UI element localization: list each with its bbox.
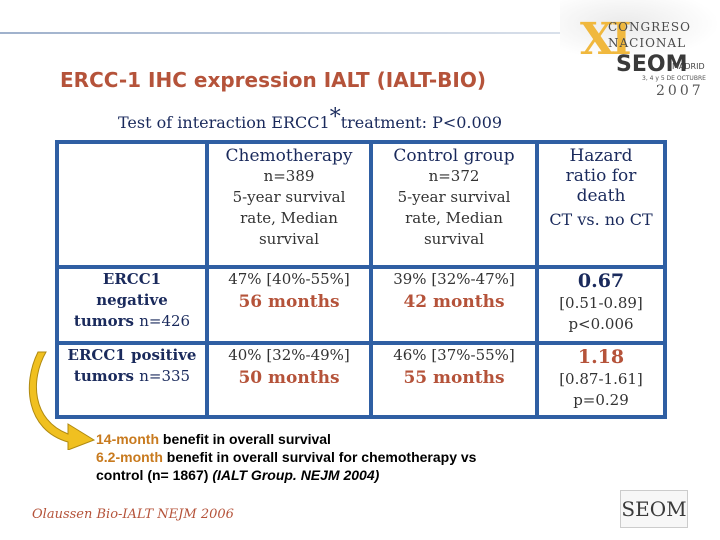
row1-label2: negative bbox=[96, 291, 168, 309]
chemo-header-desc2: rate, Median bbox=[240, 209, 338, 227]
header-control: Control group n=372 5-year survival rate… bbox=[373, 144, 535, 265]
hr-header-l3: death bbox=[576, 186, 626, 206]
curved-arrow-icon bbox=[28, 351, 96, 450]
subtitle-post: treatment: P<0.009 bbox=[340, 113, 503, 132]
row1-label3: tumors n=426 bbox=[59, 311, 205, 332]
slide-title: ERCC-1 IHC expression IALT (IALT-BIO) bbox=[60, 68, 486, 92]
hr-header-l4: CT vs. no CT bbox=[549, 210, 653, 229]
benefit-line3-citation: (IALT Group. NEJM 2004) bbox=[212, 467, 380, 483]
subtitle-pre: Test of interaction ERCC1 bbox=[118, 113, 330, 132]
benefit-line3: control (n= 1867) (IALT Group. NEJM 2004… bbox=[96, 466, 476, 484]
row2-ci: [0.87-1.61] bbox=[559, 370, 643, 388]
seom-logo-icon: SEOM bbox=[620, 490, 688, 528]
chemo-header-n: n=389 bbox=[263, 167, 315, 185]
row2-chemo-pct: 40% [32%-49%] bbox=[228, 346, 350, 364]
footer-citation: Olaussen Bio-IALT NEJM 2006 bbox=[32, 507, 234, 522]
chemo-header-desc1: 5-year survival bbox=[232, 188, 346, 206]
logo-city: MADRID bbox=[672, 62, 705, 71]
row2-hr-cell: 1.18 [0.87-1.61] p=0.29 bbox=[539, 345, 663, 415]
control-header-title: Control group bbox=[393, 146, 515, 166]
row1-p: p<0.006 bbox=[568, 315, 634, 333]
benefit-line2-rest: benefit in overall survival for chemothe… bbox=[162, 449, 477, 465]
logo-year: 2007 bbox=[656, 83, 704, 99]
benefit-line1: 14-month benefit in overall survival bbox=[96, 430, 476, 448]
row2-control-months: 55 months bbox=[403, 368, 505, 388]
row1-label1: ERCC1 bbox=[102, 270, 162, 288]
row1-control-pct: 39% [32%-47%] bbox=[393, 270, 515, 288]
logo-line2: NACIONAL bbox=[608, 36, 687, 50]
benefit-summary: 14-month benefit in overall survival 6.2… bbox=[96, 430, 476, 484]
row1-ci: [0.51-0.89] bbox=[559, 294, 643, 312]
row-label-negative: ERCC1 negative tumors n=426 bbox=[59, 269, 205, 341]
chemo-header-desc3: survival bbox=[258, 230, 319, 248]
row1-label3-text: tumors bbox=[73, 312, 134, 330]
row1-hr: 0.67 bbox=[577, 270, 625, 292]
header-hazard-ratio: Hazard ratio for death CT vs. no CT bbox=[539, 144, 663, 265]
hr-header-l1: Hazard bbox=[569, 146, 633, 166]
congress-logo: XI CONGRESO NACIONAL SEOM MADRID 3, 4 y … bbox=[560, 0, 720, 110]
chemo-header-title: Chemotherapy bbox=[225, 146, 353, 166]
subtitle-asterisk: * bbox=[329, 105, 341, 130]
control-header-n: n=372 bbox=[428, 167, 480, 185]
logo-org: SEOM bbox=[616, 52, 688, 77]
header-chemotherapy: Chemotherapy n=389 5-year survival rate,… bbox=[209, 144, 369, 265]
benefit-line1-rest: benefit in overall survival bbox=[159, 431, 331, 447]
row2-chemo-cell: 40% [32%-49%] 50 months bbox=[209, 345, 369, 415]
row1-chemo-months: 56 months bbox=[238, 292, 340, 312]
logo-numeral: XI bbox=[580, 14, 632, 65]
row2-control-cell: 46% [37%-55%] 55 months bbox=[373, 345, 535, 415]
row1-control-months: 42 months bbox=[403, 292, 505, 312]
row1-hr-cell: 0.67 [0.51-0.89] p<0.006 bbox=[539, 269, 663, 341]
control-header-desc2: rate, Median bbox=[405, 209, 503, 227]
row2-n: n=335 bbox=[139, 367, 191, 385]
row2-p: p=0.29 bbox=[573, 391, 629, 409]
row2-label2-text: tumors bbox=[73, 367, 134, 385]
row1-chemo-cell: 47% [40%-55%] 56 months bbox=[209, 269, 369, 341]
benefit-line2-highlight: 6.2-month bbox=[96, 449, 163, 465]
row1-chemo-pct: 47% [40%-55%] bbox=[228, 270, 350, 288]
control-header-desc3: survival bbox=[423, 230, 484, 248]
row2-control-pct: 46% [37%-55%] bbox=[393, 346, 515, 364]
logo-line1: CONGRESO bbox=[608, 20, 691, 34]
control-header-desc1: 5-year survival bbox=[397, 188, 511, 206]
logo-background bbox=[560, 0, 720, 60]
benefit-line2: 6.2-month benefit in overall survival fo… bbox=[96, 448, 476, 466]
benefit-line1-highlight: 14-month bbox=[96, 431, 159, 447]
row1-n: n=426 bbox=[139, 312, 191, 330]
row2-hr: 1.18 bbox=[577, 346, 625, 368]
hr-header-l2: ratio for bbox=[565, 166, 637, 186]
row-label-positive: ERCC1 positive tumors n=335 bbox=[59, 345, 205, 415]
row2-label1: ERCC1 positive bbox=[67, 346, 197, 364]
header-rule bbox=[0, 32, 560, 34]
table-corner-cell bbox=[59, 144, 205, 265]
slide-subtitle: Test of interaction ERCC1*treatment: P<0… bbox=[118, 107, 503, 133]
logo-dates: 3, 4 y 5 DE OCTUBRE bbox=[642, 75, 706, 82]
benefit-line3-pre: control (n= 1867) bbox=[96, 467, 213, 483]
row2-chemo-months: 50 months bbox=[238, 368, 340, 388]
row1-control-cell: 39% [32%-47%] 42 months bbox=[373, 269, 535, 341]
row2-label2: tumors n=335 bbox=[59, 366, 205, 387]
